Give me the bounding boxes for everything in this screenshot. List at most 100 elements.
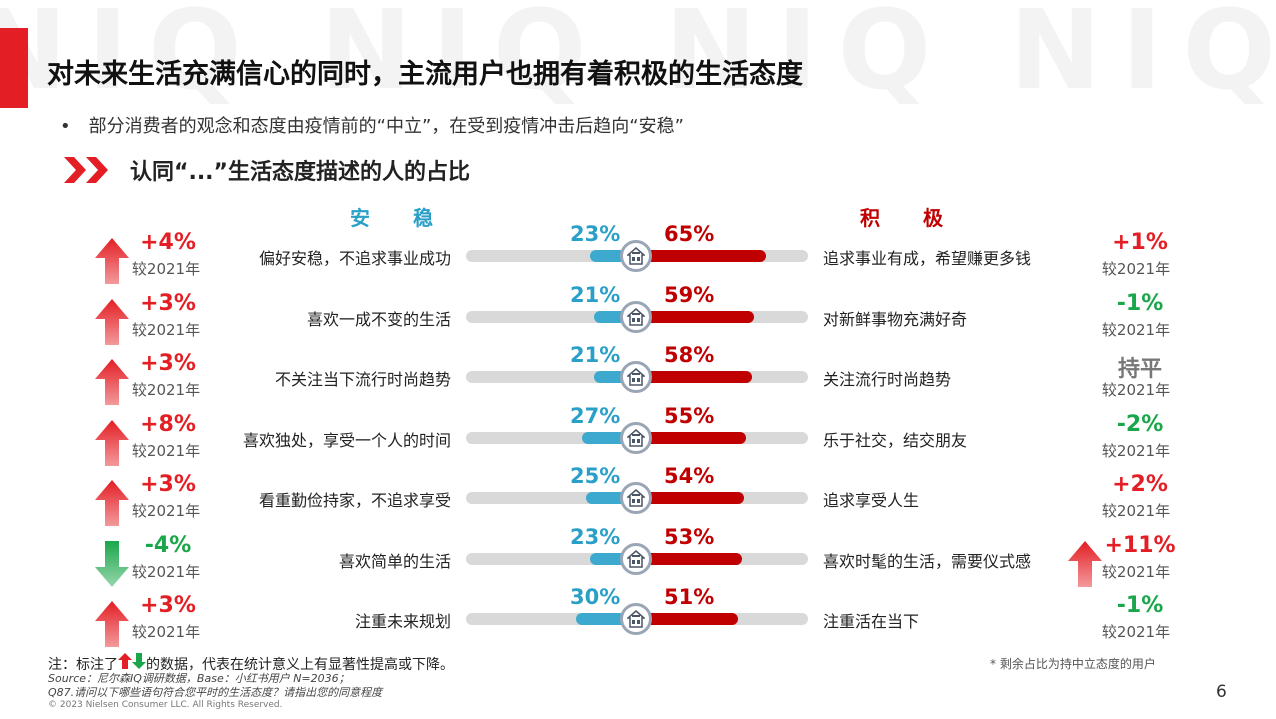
left-change-arrow xyxy=(95,359,129,409)
active-pct-label: 65% xyxy=(664,222,715,246)
right-compare-label: 较2021年 xyxy=(1101,502,1171,520)
neutral-note: * 剩余占比为持中立态度的用户 xyxy=(990,657,1156,671)
active-pct-label: 58% xyxy=(664,343,715,367)
active-bar xyxy=(636,552,742,565)
right-change-value: +2% xyxy=(1112,472,1168,497)
bullet-text: 部分消费者的观念和态度由疫情前的“中立”，在受到疫情冲击后趋向“安稳” xyxy=(88,116,684,137)
left-statement: 注重未来规划 xyxy=(354,612,451,631)
chart-row: +4% 较2021年 偏好安稳，不追求事业成功 23% 65% 追求事业有成，希望赚更多钱… xyxy=(0,222,1276,290)
right-statement: 注重活在当下 xyxy=(823,612,920,631)
house-icon xyxy=(627,489,645,507)
left-arrow-2-icon xyxy=(95,359,129,405)
house-icon xyxy=(627,610,645,628)
left-compare-label: 较2021年 xyxy=(131,381,201,399)
watermark: NIQ NIQ NIQ NIQ xyxy=(0,0,1276,114)
house-icon xyxy=(627,307,645,326)
bullet-point: • 部分消费者的观念和态度由疫情前的“中立”，在受到疫情冲击后趋向“安稳” xyxy=(60,112,684,138)
right-compare-label: 较2021年 xyxy=(1101,320,1171,339)
active-pct-label: 54% xyxy=(664,464,715,488)
left-arrow-0-icon xyxy=(95,238,129,284)
stable-pct-label: 21% xyxy=(570,282,621,307)
active-pct-label: 51% xyxy=(664,585,715,609)
left-change-value: +3% xyxy=(140,290,196,316)
down-arrow-icon xyxy=(132,653,146,669)
chart-row: +3% 较2021年 喜欢一成不变的生活 21% 59% 对新鲜事物充满好奇 -1% 较202… xyxy=(0,283,1276,351)
header-stable: 安 稳 xyxy=(350,206,451,230)
stable-pct-label: 23% xyxy=(570,222,621,246)
stable-pct-label: 27% xyxy=(570,403,621,428)
house-icon xyxy=(627,549,645,568)
active-bar xyxy=(636,431,746,444)
right-change-value: -1% xyxy=(1116,290,1164,316)
left-compare-label: 较2021年 xyxy=(131,502,201,520)
chart-row: -4% 较2021年 喜欢简单的生活 23% 53% 喜欢时髦的生活，需要仪式感 +11% 较… xyxy=(0,525,1276,593)
right-change-value: -1% xyxy=(1116,593,1164,618)
house-hub xyxy=(620,421,652,454)
right-statement: 关注流行时尚趋势 xyxy=(823,370,952,389)
double-chevron-icon xyxy=(64,157,108,183)
left-change-value: +8% xyxy=(140,411,196,437)
up-arrow-icon xyxy=(118,653,132,669)
left-compare-label: 较2021年 xyxy=(131,320,201,339)
left-arrow-1-icon xyxy=(95,298,129,345)
chart-row: +3% 较2021年 注重未来规划 30% 51% 注重活在当下 -1% 较2021年 xyxy=(0,585,1276,653)
left-statement: 看重勤俭持家，不追求享受 xyxy=(258,491,451,510)
bullet-dot-icon: • xyxy=(60,116,71,137)
house-hub xyxy=(620,300,652,333)
active-bar xyxy=(636,613,738,625)
right-statement: 追求享受人生 xyxy=(823,491,920,510)
left-compare-label: 较2021年 xyxy=(131,260,201,278)
right-statement: 乐于社交，结交朋友 xyxy=(823,430,968,450)
question-line: Q87.请问以下哪些语句符合您平时的生活态度？请指出您的同意程度 xyxy=(48,686,383,699)
house-icon xyxy=(627,368,645,386)
right-change-value: -2% xyxy=(1116,411,1164,437)
left-statement: 喜欢一成不变的生活 xyxy=(306,309,451,329)
right-compare-label: 较2021年 xyxy=(1101,441,1171,460)
active-bar xyxy=(636,310,754,323)
left-change-arrow xyxy=(95,298,129,349)
footnote: 注：标注了 的数据，代表在统计意义上有显著性提高或下降。 xyxy=(48,653,454,674)
left-change-arrow xyxy=(95,601,129,651)
left-statement: 偏好安稳，不追求事业成功 xyxy=(258,249,451,268)
right-statement: 喜欢时髦的生活，需要仪式感 xyxy=(823,551,1032,571)
house-icon xyxy=(627,428,645,447)
left-change-value: +3% xyxy=(140,351,196,376)
house-hub xyxy=(620,361,652,393)
right-arrow-5-icon xyxy=(1068,540,1102,587)
page-title: 对未来生活充满信心的同时，主流用户也拥有着积极的生活态度 xyxy=(47,59,803,90)
right-compare-label: 较2021年 xyxy=(1101,623,1171,641)
chart-row: +8% 较2021年 喜欢独处，享受一个人的时间 27% 55% 乐于社交，结交朋友 -2%… xyxy=(0,404,1276,472)
left-change-value: +3% xyxy=(140,472,196,497)
right-change-arrow xyxy=(1068,540,1102,591)
left-arrow-4-icon xyxy=(95,480,129,526)
right-statement: 追求事业有成，希望赚更多钱 xyxy=(823,249,1032,268)
left-arrow-3-icon xyxy=(95,419,129,466)
left-change-value: +4% xyxy=(140,230,196,255)
active-pct-label: 59% xyxy=(664,282,715,307)
house-hub xyxy=(620,240,652,272)
active-bar xyxy=(636,250,766,262)
page-number: 6 xyxy=(1216,682,1227,702)
source-line: Source：尼尔森IQ调研数据，Base：小红书用户 N=2036； xyxy=(48,672,350,685)
stable-pct-label: 30% xyxy=(570,585,621,609)
footnote-suffix: 的数据，代表在统计意义上有显著性提高或下降。 xyxy=(146,657,454,673)
active-pct-label: 53% xyxy=(664,524,715,549)
copyright: © 2023 Nielsen Consumer LLC. All Rights … xyxy=(48,700,283,710)
right-compare-label: 较2021年 xyxy=(1101,260,1171,278)
accent-bar xyxy=(0,28,28,108)
chart-row: +3% 较2021年 看重勤俭持家，不追求享受 25% 54% 追求享受人生 +2% 较202… xyxy=(0,464,1276,532)
chart-row: +3% 较2021年 不关注当下流行时尚趋势 21% 58% 关注流行时尚趋势 持平 较202… xyxy=(0,343,1276,411)
house-hub xyxy=(620,603,652,635)
left-change-arrow xyxy=(95,480,129,530)
active-bar xyxy=(636,371,752,383)
house-icon xyxy=(627,247,645,265)
stable-pct-label: 21% xyxy=(570,343,621,367)
house-hub xyxy=(620,482,652,514)
left-change-value: +3% xyxy=(140,593,196,618)
left-change-value: -4% xyxy=(144,532,192,558)
active-bar xyxy=(636,492,744,504)
right-compare-label: 较2021年 xyxy=(1101,381,1171,399)
left-compare-label: 较2021年 xyxy=(131,441,201,460)
subtitle-text: 认同“...”生活态度描述的人的占比 xyxy=(130,160,470,185)
stable-pct-label: 23% xyxy=(570,524,621,549)
